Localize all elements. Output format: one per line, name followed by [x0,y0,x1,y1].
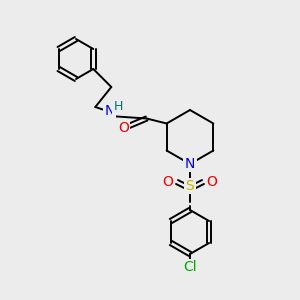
Text: O: O [207,175,218,189]
Text: O: O [118,121,129,134]
Text: S: S [186,179,194,193]
Text: Cl: Cl [183,260,197,274]
Text: H: H [114,100,123,113]
Text: N: N [185,157,195,171]
Text: O: O [163,175,173,189]
Text: N: N [104,104,115,118]
